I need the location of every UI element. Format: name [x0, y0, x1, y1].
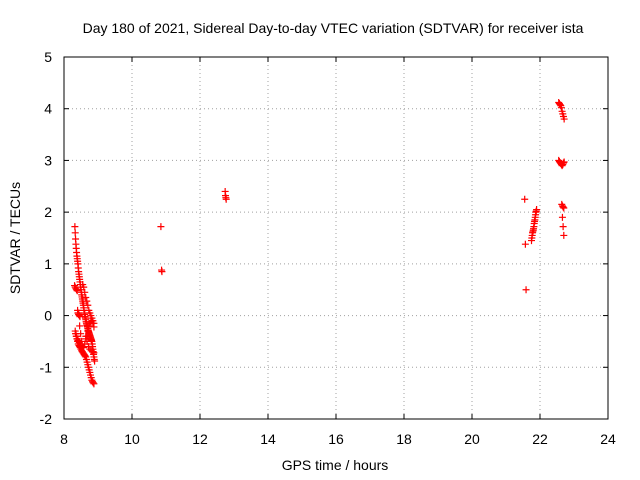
x-tick-label: 10 — [124, 431, 140, 447]
y-tick-label: 2 — [44, 204, 52, 220]
y-tick-label: 1 — [44, 256, 52, 272]
data-point — [560, 158, 568, 166]
data-point — [89, 348, 97, 356]
data-point — [80, 344, 88, 352]
data-point — [521, 240, 529, 248]
data-point — [80, 283, 88, 291]
data-point — [75, 309, 83, 317]
x-tick-label: 20 — [464, 431, 480, 447]
data-point — [222, 195, 230, 203]
data-point — [71, 229, 79, 237]
y-tick-label: 3 — [44, 152, 52, 168]
x-tick-label: 14 — [260, 431, 276, 447]
y-tick-labels: -2 -1 0 1 2 3 4 5 — [40, 49, 53, 427]
data-points — [71, 99, 568, 388]
data-point — [90, 380, 98, 388]
x-tick-label: 8 — [60, 431, 68, 447]
data-point — [560, 204, 568, 212]
data-point — [83, 297, 91, 305]
data-point — [556, 101, 564, 109]
x-tick-label: 18 — [396, 431, 412, 447]
x-tick-labels: 8 10 12 14 16 18 20 22 24 — [60, 431, 616, 447]
data-point — [557, 104, 565, 112]
y-tick-label: -1 — [40, 359, 53, 375]
x-tick-label: 16 — [328, 431, 344, 447]
data-point — [71, 223, 79, 231]
data-point — [558, 213, 566, 221]
data-point — [76, 322, 84, 330]
data-point — [81, 288, 89, 296]
data-point — [76, 313, 84, 321]
data-point — [90, 349, 98, 357]
data-point — [89, 379, 97, 387]
x-axis-label: GPS time / hours — [282, 457, 389, 473]
data-point — [559, 223, 567, 231]
data-point — [77, 330, 85, 338]
data-point — [90, 319, 98, 327]
data-point — [560, 231, 568, 239]
y-tick-label: -2 — [40, 411, 53, 427]
data-point — [559, 159, 567, 167]
plot-area-frame — [63, 56, 609, 420]
x-tick-label: 22 — [532, 431, 548, 447]
data-point — [73, 287, 81, 295]
data-point — [71, 282, 79, 290]
data-point — [82, 332, 90, 340]
data-point — [522, 286, 530, 294]
data-point — [533, 206, 541, 214]
data-point — [521, 195, 529, 203]
data-point — [84, 327, 92, 335]
data-point — [73, 286, 81, 294]
data-point — [83, 337, 91, 345]
x-tick-label: 24 — [600, 431, 616, 447]
x-tick-label: 12 — [192, 431, 208, 447]
data-point — [157, 223, 165, 231]
data-point — [82, 293, 90, 301]
y-tick-label: 0 — [44, 308, 52, 324]
data-point — [81, 352, 89, 360]
data-point — [560, 115, 568, 123]
grid-lines — [64, 57, 608, 419]
chart-title: Day 180 of 2021, Sidereal Day-to-day VTE… — [83, 20, 584, 36]
data-point — [91, 357, 99, 365]
y-axis-label: SDTVAR / TECUs — [7, 182, 23, 294]
y-tick-label: 5 — [44, 49, 52, 65]
data-point — [158, 268, 166, 276]
data-point — [84, 301, 92, 309]
y-tick-label: 4 — [44, 101, 52, 117]
data-point — [559, 203, 567, 211]
